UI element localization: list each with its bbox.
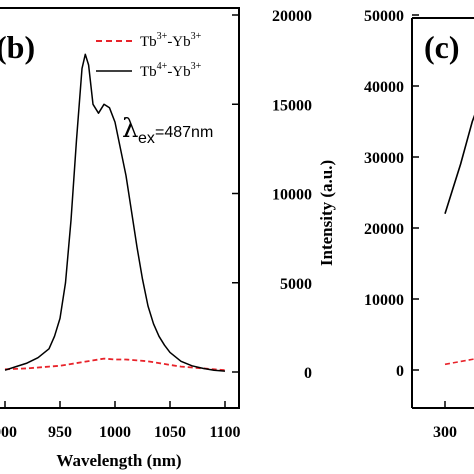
- panel-c-y-tick-label: 50000: [364, 8, 404, 25]
- panel-c-y-tick-label: 0: [396, 363, 404, 380]
- panel-c-series: [444, 114, 474, 366]
- legend-label-tb4: Tb4+-Yb3+: [140, 61, 202, 80]
- panel-c-y-tick-label: 30000: [364, 150, 404, 167]
- panel-b-x-axis-title: Wavelength (nm): [56, 451, 181, 470]
- panel-c-y-tick-label: 20000: [364, 221, 404, 238]
- panel-b-y-ticks: 0 5000 10000 15000 20000: [232, 8, 312, 382]
- panel-b-label: (b): [0, 29, 35, 65]
- lambda-subscript: ex: [138, 130, 155, 147]
- panel-b-y-tick-label: 15000: [272, 97, 312, 114]
- panel-b-x-ticks: 900 950 1000 1050 1100: [0, 401, 241, 441]
- panel-b-series-line-2: [4, 53, 226, 372]
- panel-b-series-line-1: [4, 357, 226, 372]
- panel-b-y-tick-label: 20000: [272, 8, 312, 25]
- panel-c-x-tick-label: 300: [433, 424, 457, 441]
- panel-c-series-line-2: [444, 358, 474, 366]
- excitation-annotation: λ ex =487nm: [122, 114, 213, 147]
- panel-c-series-line-1: [444, 114, 474, 215]
- panel-b-y-tick-label: 5000: [280, 276, 312, 293]
- panel-c-y-axis-title: Intensity (a.u.): [317, 160, 336, 266]
- panel-b-x-tick-label: 950: [48, 424, 72, 441]
- panel-b-y-tick-label: 0: [304, 365, 312, 382]
- panel-b-x-tick-label: 1100: [209, 424, 240, 441]
- panel-c-y-ticks: 0 10000 20000 30000 40000 50000: [364, 8, 419, 380]
- panel-b-x-tick-label: 900: [0, 424, 17, 441]
- panel-b: 900950100010501100 05000100001500020000 …: [0, 7, 312, 470]
- panel-c: 0 10000 20000 30000 40000 50000 300 (c) Inten…: [317, 8, 474, 441]
- lambda-value: =487nm: [155, 124, 213, 141]
- panel-b-x-tick-label: 1000: [99, 424, 131, 441]
- panel-b-legend: Tb3+-Yb3+ Tb4+-Yb3+: [96, 31, 202, 80]
- panel-c-y-tick-label: 10000: [364, 292, 404, 309]
- lambda-symbol: λ: [122, 114, 138, 144]
- panel-c-label: (c): [424, 29, 460, 65]
- panel-c-y-tick-label: 40000: [364, 79, 404, 96]
- panel-b-x-tick-label: 1050: [154, 424, 186, 441]
- panel-c-x-ticks: 300: [433, 401, 457, 441]
- legend-label-tb3: Tb3+-Yb3+: [140, 31, 202, 50]
- panel-b-series: [4, 53, 226, 372]
- panel-b-y-tick-label: 10000: [272, 187, 312, 204]
- panel-b-frame: [0, 7, 240, 409]
